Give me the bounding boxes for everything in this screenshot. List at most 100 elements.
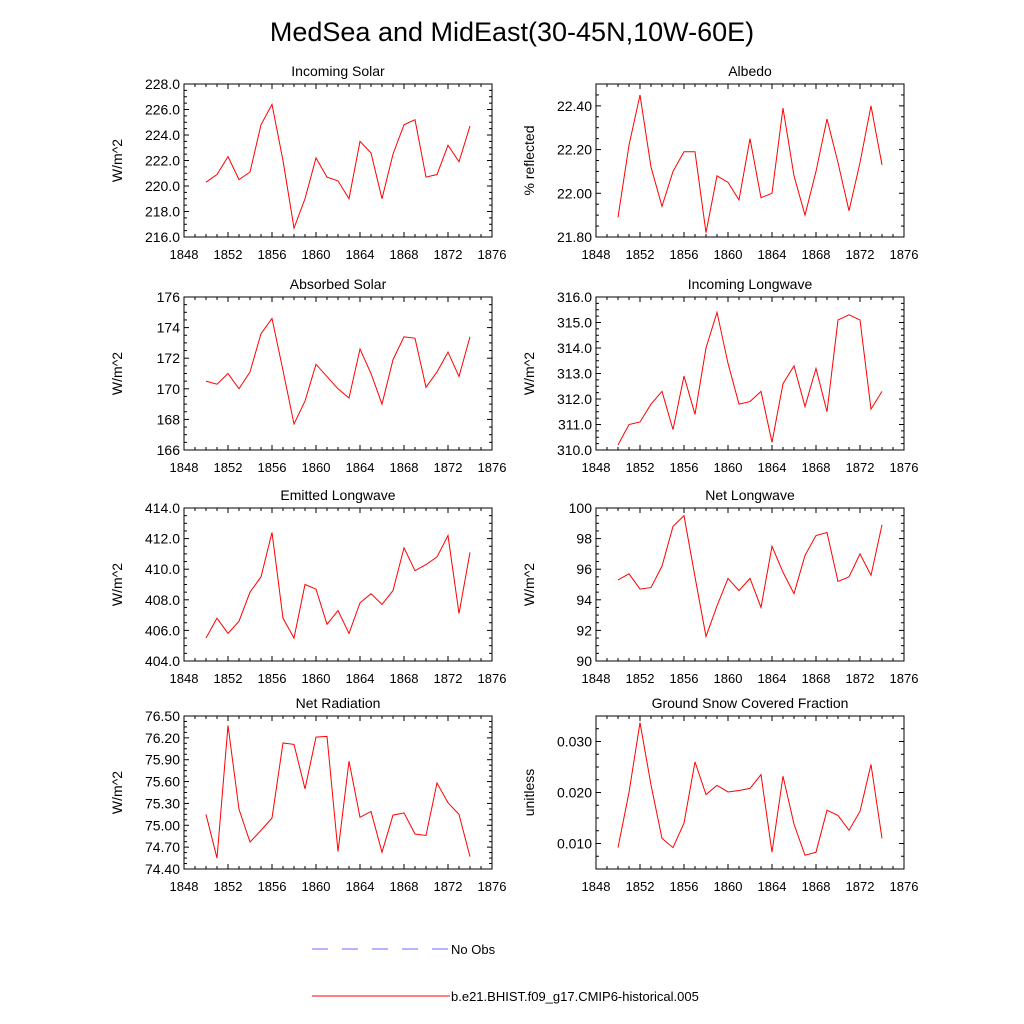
panels: Incoming Solar W/m^2 1848 1852 1856 1860 1864 1… xyxy=(109,63,918,894)
y-tick-label: 410.0 xyxy=(145,561,180,577)
x-tick-label: 1848 xyxy=(170,247,199,262)
x-tick-label: 1876 xyxy=(478,879,507,894)
x-tick-label: 1860 xyxy=(302,247,331,262)
y-axis-label: W/m^2 xyxy=(109,563,125,606)
chart-panel: Incoming Solar W/m^2 1848 1852 1856 1860 1864 1… xyxy=(109,63,506,262)
chart-panel: Net Longwave W/m^2 1848 1852 1856 1860 1864 186… xyxy=(521,487,918,686)
x-tick-label: 1868 xyxy=(390,879,419,894)
series-line xyxy=(205,725,471,859)
y-tick-label: 312.0 xyxy=(557,391,592,407)
x-tick-label: 1876 xyxy=(890,460,919,475)
y-tick-label: 315.0 xyxy=(557,315,592,331)
series-line xyxy=(617,310,883,446)
x-tick-label: 1868 xyxy=(802,460,831,475)
y-tick-label: 222.0 xyxy=(145,153,180,169)
y-tick-label: 76.50 xyxy=(145,708,180,724)
y-tick-label: 176 xyxy=(157,289,181,305)
x-tick-label: 1872 xyxy=(434,879,463,894)
plot-frame xyxy=(183,296,493,451)
x-tick-label: 1852 xyxy=(214,247,243,262)
y-tick-label: 94 xyxy=(576,592,592,608)
y-tick-label: 22.20 xyxy=(557,142,592,158)
chart-title: Ground Snow Covered Fraction xyxy=(652,695,849,711)
series-line xyxy=(617,514,883,639)
x-tick-label: 1852 xyxy=(626,247,655,262)
chart-title: Incoming Longwave xyxy=(688,276,813,292)
x-tick-label: 1876 xyxy=(890,879,919,894)
y-tick-label: 310.0 xyxy=(557,442,592,458)
x-tick-label: 1864 xyxy=(346,879,375,894)
y-tick-label: 314.0 xyxy=(557,340,592,356)
series-line xyxy=(617,722,883,856)
x-tick-label: 1868 xyxy=(390,247,419,262)
x-tick-label: 1864 xyxy=(758,460,787,475)
x-tick-label: 1848 xyxy=(582,879,611,894)
y-tick-label: 313.0 xyxy=(557,366,592,382)
chart-panel: Incoming Longwave W/m^2 1848 1852 1856 1860 18… xyxy=(521,276,918,475)
x-tick-label: 1876 xyxy=(478,671,507,686)
x-tick-label: 1856 xyxy=(670,247,699,262)
y-tick-label: 96 xyxy=(576,561,592,577)
y-tick-label: 76.20 xyxy=(145,730,180,746)
x-tick-label: 1860 xyxy=(302,879,331,894)
y-tick-label: 174 xyxy=(157,320,181,336)
chart-panel: Emitted Longwave W/m^2 1848 1852 1856 1860 186… xyxy=(109,487,506,686)
x-tick-label: 1860 xyxy=(714,671,743,686)
x-tick-label: 1876 xyxy=(890,247,919,262)
x-tick-label: 1876 xyxy=(478,460,507,475)
y-tick-label: 22.40 xyxy=(557,98,592,114)
y-tick-label: 172 xyxy=(157,350,181,366)
x-tick-label: 1876 xyxy=(890,671,919,686)
y-tick-label: 75.00 xyxy=(145,817,180,833)
y-tick-label: 408.0 xyxy=(145,592,180,608)
x-tick-label: 1868 xyxy=(802,247,831,262)
y-tick-label: 75.30 xyxy=(145,795,180,811)
y-tick-label: 100 xyxy=(569,500,593,516)
x-tick-label: 1872 xyxy=(434,460,463,475)
x-tick-label: 1864 xyxy=(758,671,787,686)
chart-title: Net Longwave xyxy=(705,487,795,503)
chart-panel: Albedo % reflected 1848 1852 1856 1860 1864 186… xyxy=(521,63,918,262)
x-tick-label: 1848 xyxy=(582,247,611,262)
chart-panel: Absorbed Solar W/m^2 1848 1852 1856 1860 1864 1… xyxy=(109,276,506,475)
y-tick-label: 21.80 xyxy=(557,229,592,245)
y-tick-label: 311.0 xyxy=(558,417,592,433)
x-tick-label: 1868 xyxy=(802,671,831,686)
y-tick-label: 226.0 xyxy=(145,102,180,118)
series-line xyxy=(205,102,471,231)
y-tick-label: 90 xyxy=(576,653,592,669)
x-tick-label: 1852 xyxy=(626,460,655,475)
plot-frame xyxy=(595,296,905,451)
chart-title: Absorbed Solar xyxy=(290,276,387,292)
x-tick-label: 1864 xyxy=(346,247,375,262)
y-axis-label: W/m^2 xyxy=(109,352,125,395)
x-tick-label: 1852 xyxy=(214,671,243,686)
y-tick-label: 412.0 xyxy=(145,531,180,547)
y-tick-label: 224.0 xyxy=(145,127,180,143)
x-tick-label: 1868 xyxy=(802,879,831,894)
y-tick-label: 218.0 xyxy=(145,204,180,220)
x-tick-label: 1872 xyxy=(434,671,463,686)
x-tick-label: 1852 xyxy=(626,671,655,686)
x-tick-label: 1864 xyxy=(758,247,787,262)
x-tick-label: 1872 xyxy=(846,879,875,894)
y-axis-label: W/m^2 xyxy=(109,771,125,814)
y-tick-label: 406.0 xyxy=(145,622,180,638)
x-tick-label: 1856 xyxy=(258,460,287,475)
y-tick-label: 0.020 xyxy=(557,785,592,801)
y-tick-label: 316.0 xyxy=(557,289,592,305)
x-tick-label: 1852 xyxy=(626,879,655,894)
y-tick-label: 168 xyxy=(157,411,181,427)
y-tick-label: 170 xyxy=(157,381,181,397)
y-axis-label: % reflected xyxy=(521,125,537,195)
x-tick-label: 1860 xyxy=(714,879,743,894)
y-tick-label: 220.0 xyxy=(145,178,180,194)
legend: No Obs b.e21.BHIST.f09_g17.CMIP6-histori… xyxy=(312,942,699,1004)
x-tick-label: 1868 xyxy=(390,671,419,686)
y-tick-label: 166 xyxy=(157,442,181,458)
x-tick-label: 1848 xyxy=(170,671,199,686)
y-axis-label: W/m^2 xyxy=(521,352,537,395)
x-tick-label: 1848 xyxy=(582,671,611,686)
y-tick-label: 228.0 xyxy=(145,76,180,92)
